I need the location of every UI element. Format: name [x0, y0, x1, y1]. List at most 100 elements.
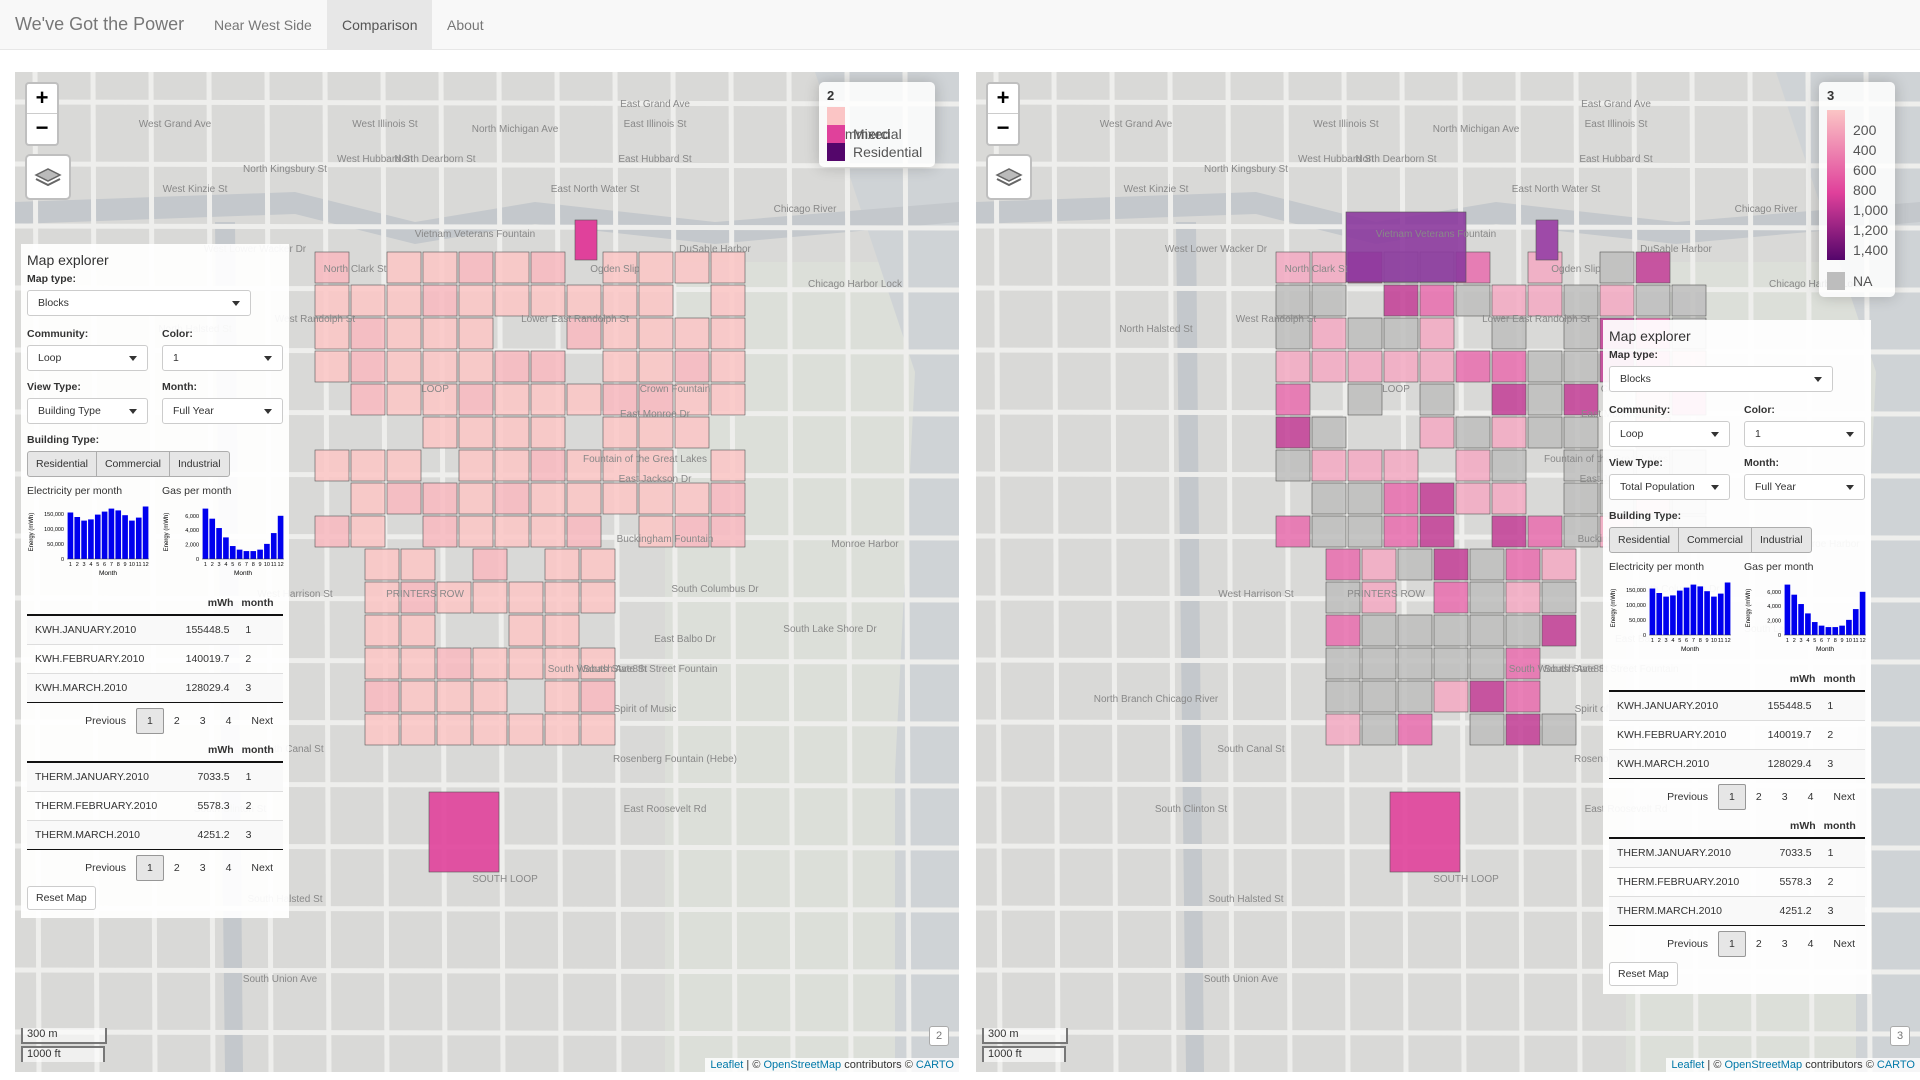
map-block[interactable] [1419, 284, 1455, 317]
pager-page-1[interactable]: 1 [1718, 784, 1746, 810]
map-block[interactable] [1419, 416, 1455, 449]
map-block[interactable] [602, 350, 638, 383]
building-type-industrial[interactable]: Industrial [1750, 527, 1812, 553]
map-block[interactable] [1469, 581, 1505, 614]
map-block[interactable] [1491, 416, 1527, 449]
map-block[interactable] [458, 284, 494, 317]
map-block[interactable] [1275, 284, 1311, 317]
map-block[interactable] [1563, 284, 1599, 317]
map-block[interactable] [436, 680, 472, 713]
map-block[interactable] [566, 383, 602, 416]
map-block[interactable] [638, 350, 674, 383]
map-block[interactable] [1491, 383, 1527, 416]
map-block[interactable] [1361, 713, 1397, 746]
map-block[interactable] [674, 416, 710, 449]
color-select[interactable]: 1 [162, 345, 283, 371]
map-block[interactable] [1527, 416, 1563, 449]
community-select[interactable]: Loop [27, 345, 148, 371]
map-block[interactable] [1469, 548, 1505, 581]
map-block[interactable] [458, 317, 494, 350]
map-corner-badge[interactable]: 3 [1890, 1026, 1910, 1046]
map-block[interactable] [1563, 317, 1599, 350]
map-block[interactable] [314, 284, 350, 317]
map-block[interactable] [422, 416, 458, 449]
map-block[interactable] [544, 581, 580, 614]
layers-button[interactable] [25, 154, 71, 200]
building-type-commercial[interactable]: Commercial [95, 451, 170, 477]
map-block[interactable] [710, 317, 746, 350]
map-block[interactable] [1491, 284, 1527, 317]
map-block[interactable] [436, 647, 472, 680]
view-type-select[interactable]: Total Population [1609, 474, 1730, 500]
map-block[interactable] [544, 614, 580, 647]
pager-page-3[interactable]: 3 [1781, 791, 1788, 803]
col-mwh[interactable]: mWh [1765, 815, 1820, 839]
map-block[interactable] [1433, 581, 1469, 614]
map-block[interactable] [314, 515, 350, 548]
map-block[interactable] [350, 350, 386, 383]
map-block[interactable] [1491, 515, 1527, 548]
map-block[interactable] [638, 284, 674, 317]
building-type-commercial[interactable]: Commercial [1677, 527, 1752, 553]
map-block[interactable] [1635, 251, 1671, 284]
map-block[interactable] [638, 251, 674, 284]
map-block[interactable] [710, 515, 746, 548]
map-block[interactable] [1383, 284, 1419, 317]
map-block[interactable] [1311, 284, 1347, 317]
map-block[interactable] [472, 647, 508, 680]
map-block[interactable] [364, 713, 400, 746]
map-block[interactable] [458, 383, 494, 416]
map-block[interactable] [458, 350, 494, 383]
map-block[interactable] [1383, 515, 1419, 548]
map-block[interactable] [1455, 284, 1491, 317]
map-block[interactable] [1275, 317, 1311, 350]
map-block[interactable] [1397, 614, 1433, 647]
map-block[interactable] [350, 284, 386, 317]
pager-page-1[interactable]: 1 [136, 708, 164, 734]
map-type-select[interactable]: Blocks [27, 290, 251, 316]
map-block[interactable] [458, 416, 494, 449]
map-block[interactable] [472, 581, 508, 614]
map-block[interactable] [386, 251, 422, 284]
leaflet-link[interactable]: Leaflet [1671, 1059, 1705, 1071]
map-block[interactable] [566, 449, 602, 482]
map-block[interactable] [472, 548, 508, 581]
map-block[interactable] [400, 680, 436, 713]
pager-page-1[interactable]: 1 [136, 855, 164, 881]
map-block[interactable] [1275, 416, 1311, 449]
map-block[interactable] [674, 350, 710, 383]
map-block[interactable] [1311, 515, 1347, 548]
map-block[interactable] [530, 350, 566, 383]
reset-map-button[interactable]: Reset Map [1609, 962, 1678, 986]
month-select[interactable]: Full Year [162, 398, 283, 424]
map-block[interactable] [400, 647, 436, 680]
carto-link[interactable]: CARTO [915, 1059, 954, 1071]
map-block[interactable] [638, 482, 674, 515]
map-block[interactable] [436, 581, 472, 614]
map-block[interactable] [1563, 383, 1599, 416]
map-block[interactable] [1527, 515, 1563, 548]
map-block[interactable] [386, 449, 422, 482]
map-block[interactable] [386, 350, 422, 383]
col-month[interactable]: month [1819, 815, 1865, 839]
map-block[interactable] [1383, 350, 1419, 383]
pager-previous[interactable]: Previous [85, 862, 127, 874]
map-block[interactable] [1455, 482, 1491, 515]
map-block[interactable] [710, 383, 746, 416]
map-block[interactable] [1527, 284, 1563, 317]
map-block[interactable] [530, 383, 566, 416]
map-block[interactable] [1491, 482, 1527, 515]
map-block[interactable] [1433, 614, 1469, 647]
map-block[interactable] [1325, 548, 1361, 581]
map-block[interactable] [508, 581, 544, 614]
map-block[interactable] [674, 317, 710, 350]
map-block[interactable] [508, 614, 544, 647]
map-block[interactable] [710, 482, 746, 515]
map-block[interactable] [350, 515, 386, 548]
map-block[interactable] [422, 482, 458, 515]
map-block[interactable] [638, 515, 674, 548]
map-block[interactable] [580, 581, 616, 614]
carto-link[interactable]: CARTO [1876, 1059, 1915, 1071]
map-block[interactable] [674, 383, 710, 416]
pager-page-2[interactable]: 2 [173, 862, 180, 874]
